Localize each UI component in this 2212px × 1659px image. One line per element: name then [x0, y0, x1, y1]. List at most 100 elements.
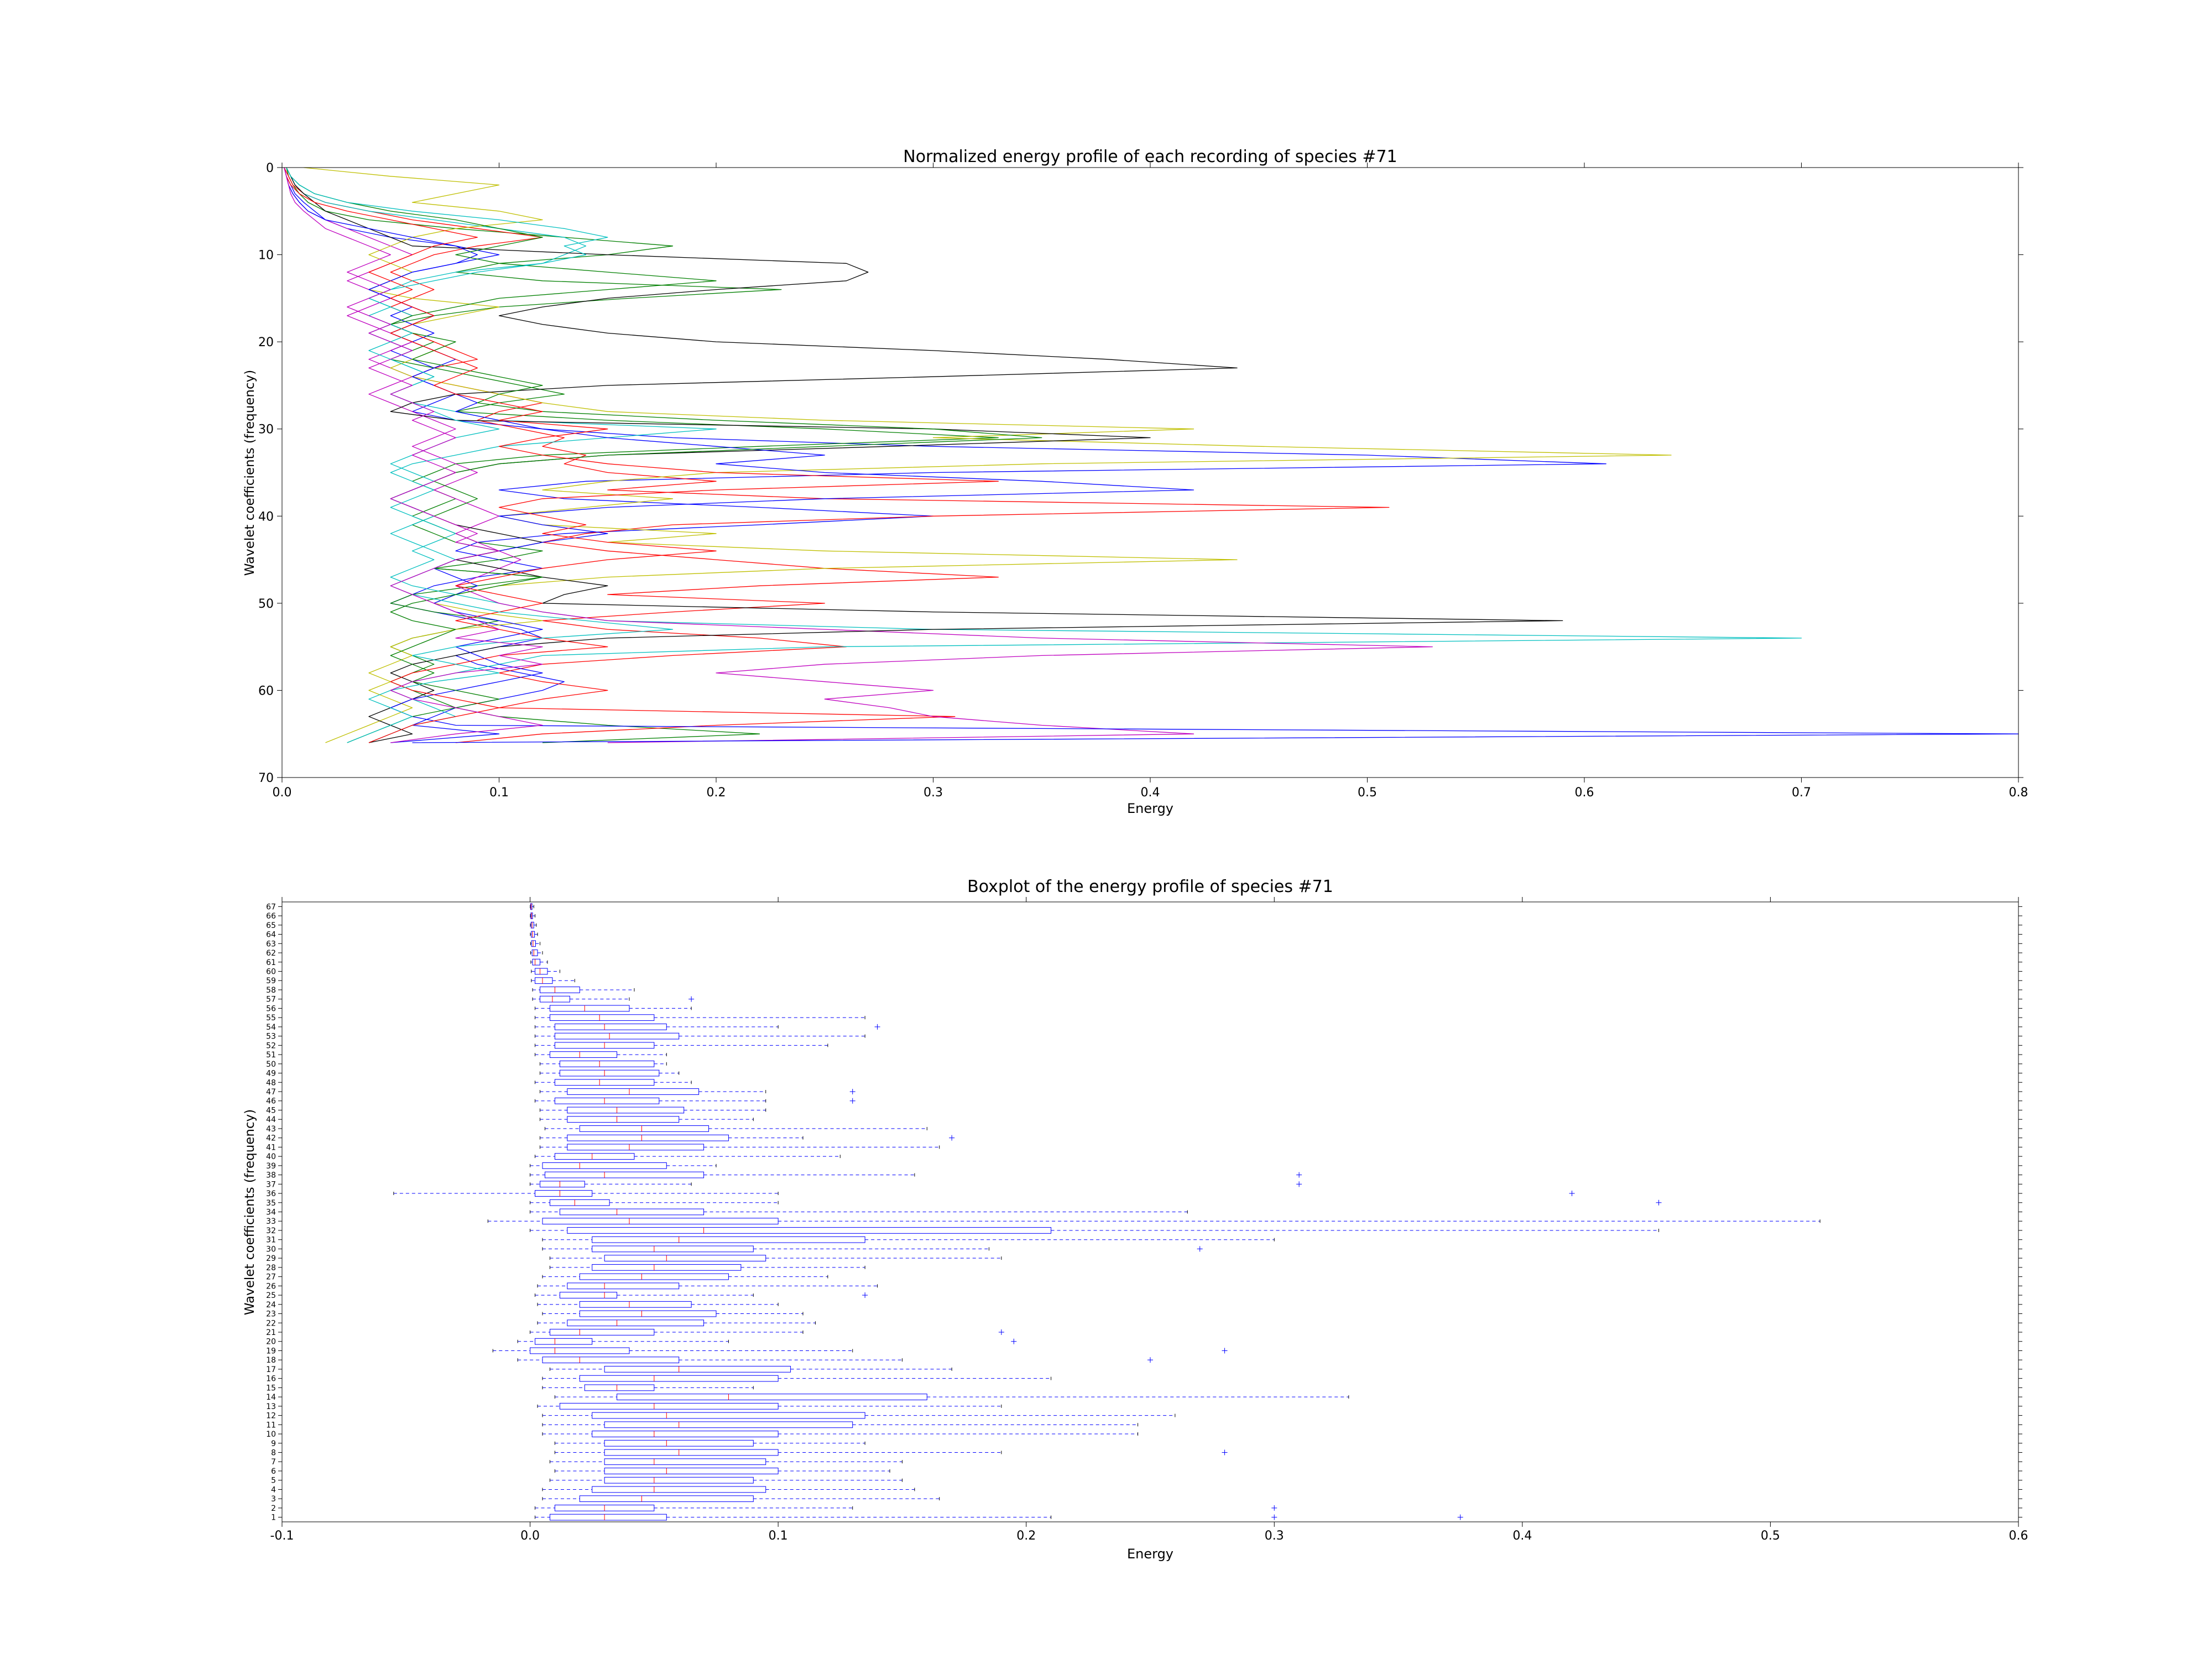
boxplot-row: [530, 931, 538, 938]
y-tick-label: 24: [266, 1301, 276, 1310]
y-tick-label: 7: [271, 1458, 276, 1467]
x-tick-label: 0.2: [707, 786, 726, 800]
box: [584, 1384, 655, 1391]
x-tick-label: 0.2: [1016, 1529, 1036, 1543]
box: [592, 1486, 766, 1493]
box: [544, 1171, 705, 1178]
boxplot-row: [531, 977, 575, 984]
y-tick-label: 53: [266, 1032, 276, 1041]
box: [579, 1375, 779, 1382]
y-tick-label: 4: [271, 1485, 276, 1494]
y-tick-label: 32: [266, 1227, 276, 1235]
x-tick-label: -0.1: [270, 1529, 294, 1543]
boxplot-row: [542, 1245, 1203, 1253]
boxplot-row: [530, 1329, 1004, 1335]
top-axes-frame: [281, 167, 2019, 778]
y-tick-label: 52: [266, 1041, 276, 1050]
boxplot-row: [540, 1144, 940, 1151]
boxplot-row: [530, 903, 534, 910]
boxplot-row: [532, 995, 695, 1003]
y-tick-label: 44: [266, 1115, 276, 1124]
box: [567, 1282, 680, 1290]
y-tick-label: 60: [266, 967, 276, 976]
boxplot-row: [542, 1412, 1176, 1419]
bottom-chart-x-axis-label: Energy: [1126, 1546, 1174, 1562]
box: [549, 1051, 618, 1058]
bottom-chart: -0.1 0.0 0.1 0.2 0.3 0.4 0.5 0.6123456789101112…: [266, 897, 2028, 1543]
y-tick-label: 37: [266, 1180, 276, 1189]
y-tick-label: 20: [266, 1338, 276, 1347]
y-tick-label: 62: [266, 949, 276, 958]
y-tick-label: 54: [266, 1023, 276, 1032]
boxplot-row: [540, 1134, 955, 1141]
boxplot-row: [535, 1514, 1463, 1521]
boxplot-row: [535, 1042, 828, 1049]
y-tick-label: 18: [266, 1356, 276, 1365]
box: [554, 1023, 667, 1030]
box: [617, 1394, 927, 1401]
y-tick-label: 14: [266, 1393, 276, 1402]
y-tick-label: 3: [271, 1495, 276, 1504]
boxplot-row: [535, 1292, 868, 1298]
boxplot-row: [535, 1023, 880, 1030]
x-tick-label: 0.4: [1141, 786, 1160, 800]
boxplot-row: [535, 1051, 667, 1058]
box: [604, 1477, 754, 1484]
recording-line: [284, 167, 543, 743]
boxplot-row: [554, 1468, 890, 1474]
box: [592, 1412, 865, 1419]
boxplot-row: [530, 958, 548, 966]
box: [549, 1014, 655, 1021]
x-tick-label: 0.0: [520, 1529, 540, 1543]
boxplot-row: [537, 1282, 878, 1290]
y-tick-label: 42: [266, 1134, 276, 1143]
box: [604, 1449, 779, 1456]
box: [567, 1107, 685, 1114]
y-tick-label: 50: [258, 597, 274, 611]
y-tick-label: 43: [266, 1125, 276, 1134]
y-tick-label: 5: [271, 1477, 276, 1485]
y-tick-label: 51: [266, 1051, 276, 1060]
y-tick-label: 11: [266, 1421, 276, 1430]
boxplot-row: [530, 1227, 1660, 1234]
box: [535, 968, 548, 975]
box: [604, 1366, 791, 1373]
box: [567, 1227, 1052, 1234]
box: [559, 1208, 705, 1215]
box: [567, 1134, 729, 1141]
y-tick-label: 23: [266, 1310, 276, 1319]
top-chart: 0.0 0.1 0.2 0.3 0.4 0.5 0.6 0.7 0.8 0 10 20 30 40 50 60…: [258, 161, 2028, 800]
boxplot-row: [542, 1384, 754, 1391]
boxplot-row: [540, 1107, 766, 1114]
y-tick-label: 1: [271, 1514, 276, 1522]
y-tick-label: 10: [258, 249, 274, 263]
boxplot-row: [540, 1060, 667, 1067]
y-tick-label: 35: [266, 1199, 276, 1208]
y-tick-label: 6: [271, 1467, 276, 1476]
box: [567, 1116, 680, 1123]
box: [540, 995, 570, 1003]
boxplot-row: [535, 1079, 692, 1086]
box: [604, 1255, 766, 1262]
y-tick-label: 36: [266, 1190, 276, 1198]
x-tick-label: 0.4: [1512, 1529, 1532, 1543]
y-tick-label: 27: [266, 1273, 276, 1282]
boxplot-row: [540, 1116, 754, 1123]
box: [540, 1181, 585, 1188]
boxplot-row: [542, 1486, 915, 1493]
box: [554, 1032, 680, 1040]
box: [559, 1402, 779, 1410]
boxplot-row: [544, 1125, 927, 1132]
y-tick-label: 66: [266, 912, 276, 921]
box: [554, 1097, 660, 1104]
y-tick-label: 47: [266, 1088, 276, 1097]
y-tick-label: 29: [266, 1254, 276, 1263]
y-tick-label: 67: [266, 902, 276, 911]
y-tick-label: 25: [266, 1291, 276, 1300]
box: [592, 1245, 754, 1253]
boxplot-row: [537, 1402, 1002, 1410]
y-tick-label: 28: [266, 1264, 276, 1272]
x-tick-label: 0.6: [2009, 1529, 2028, 1543]
bottom-chart-title: Boxplot of the energy profile of species…: [967, 877, 1333, 896]
